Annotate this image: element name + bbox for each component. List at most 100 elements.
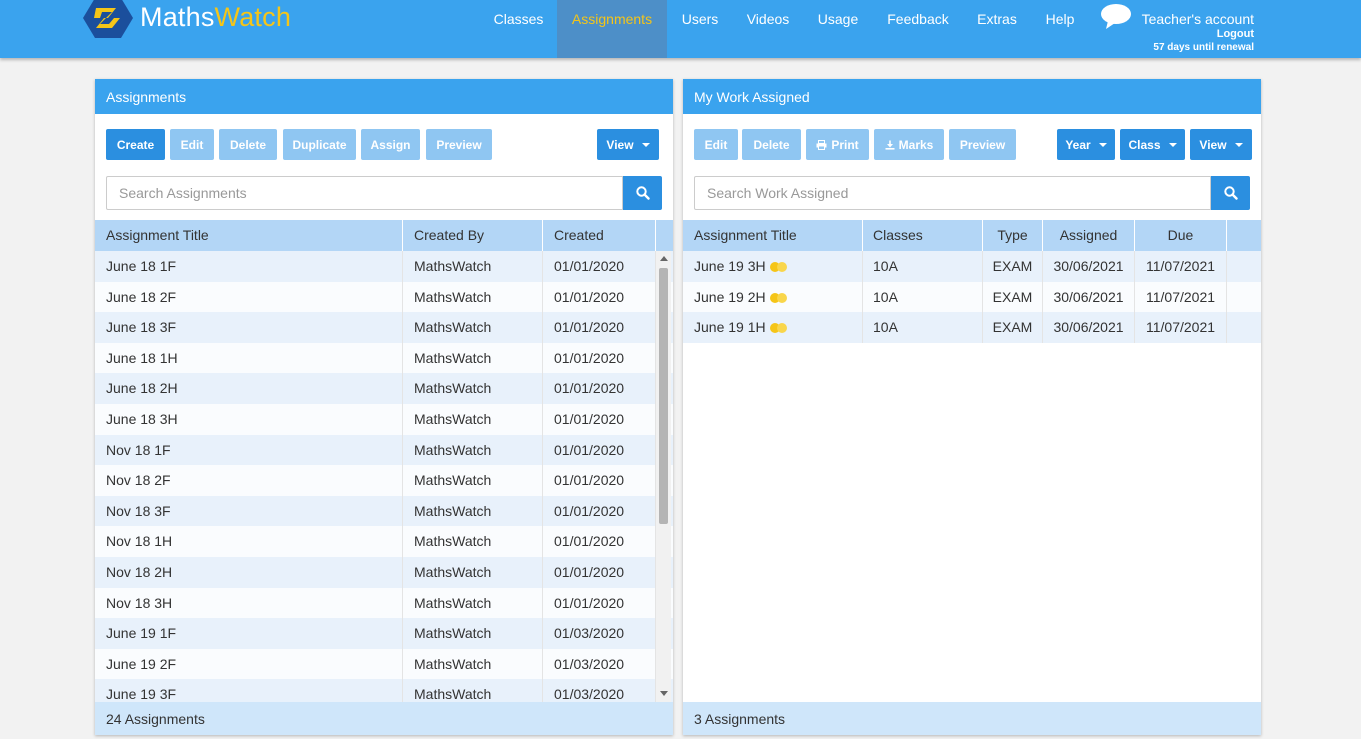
table-cell: 11/07/2021 <box>1135 312 1227 343</box>
table-row[interactable]: Nov 18 3F MathsWatch 01/01/2020 <box>95 495 673 527</box>
search-button[interactable] <box>1211 176 1250 210</box>
column-header[interactable]: Due <box>1135 220 1227 251</box>
print-label: Print <box>831 137 859 152</box>
nav-assignments[interactable]: Assignments <box>557 0 667 58</box>
table-row[interactable]: June 18 1F MathsWatch 01/01/2020 <box>95 251 673 282</box>
table-cell: 30/06/2021 <box>1043 251 1135 282</box>
view-label: View <box>606 137 634 152</box>
nav-classes[interactable]: Classes <box>493 11 544 27</box>
nav-extras[interactable]: Extras <box>977 11 1017 27</box>
mathswatch-logo-icon <box>83 0 133 38</box>
account-name[interactable]: Teacher's account <box>1141 11 1254 27</box>
assign-button[interactable]: Assign <box>361 129 420 160</box>
table-row[interactable]: June 18 2H MathsWatch 01/01/2020 <box>95 373 673 404</box>
table-cell: MathsWatch <box>403 526 543 557</box>
table-row[interactable]: June 18 2F MathsWatch 01/01/2020 <box>95 281 673 313</box>
table-row[interactable]: June 18 3H MathsWatch 01/01/2020 <box>95 403 673 435</box>
column-header[interactable]: Classes <box>863 220 983 251</box>
table-cell: 01/01/2020 <box>543 526 656 557</box>
table-cell: June 18 2H <box>95 373 403 404</box>
table-row[interactable]: June 18 3F MathsWatch 01/01/2020 <box>95 312 673 343</box>
table-row[interactable]: June 19 1F MathsWatch 01/03/2020 <box>95 618 673 649</box>
table-cell: Nov 18 3H <box>95 587 403 619</box>
nav-videos[interactable]: Videos <box>746 11 790 27</box>
table-cell: June 19 3H <box>683 251 863 282</box>
download-icon <box>885 140 895 150</box>
marks-button[interactable]: Marks <box>874 129 944 160</box>
table-cell: MathsWatch <box>403 648 543 680</box>
table-cell: 10A <box>863 281 983 313</box>
table-row[interactable]: June 18 1H MathsWatch 01/01/2020 <box>95 342 673 374</box>
view-dropdown[interactable]: View <box>597 129 659 160</box>
delete-button[interactable]: Delete <box>219 129 277 160</box>
print-button[interactable]: Print <box>806 129 869 160</box>
table-row[interactable]: Nov 18 1F MathsWatch 01/01/2020 <box>95 434 673 466</box>
brand-logo[interactable]: MathsWatch <box>82 0 291 40</box>
column-header[interactable]: Created By <box>403 220 543 251</box>
assignments-table-body: June 18 1F MathsWatch 01/01/2020 June 18 2F… <box>95 251 673 702</box>
delete-button[interactable]: Delete <box>742 129 801 160</box>
scroll-down-icon[interactable] <box>660 691 668 696</box>
scrollbar-thumb[interactable] <box>659 268 668 524</box>
table-cell: MathsWatch <box>403 312 543 343</box>
column-header[interactable]: Assigned <box>1043 220 1135 251</box>
table-row[interactable]: Nov 18 1H MathsWatch 01/01/2020 <box>95 526 673 557</box>
table-row[interactable]: June 19 3H 10A EXAM 30/06/2021 11/07/2021 <box>683 251 1261 282</box>
class-dropdown[interactable]: Class <box>1120 129 1185 160</box>
logout-link[interactable]: Logout <box>1216 28 1254 40</box>
table-cell: MathsWatch <box>403 465 543 496</box>
panel-title: Assignments <box>95 79 673 114</box>
column-header[interactable]: Created <box>543 220 656 251</box>
scroll-up-icon[interactable] <box>660 256 668 261</box>
table-row[interactable]: June 19 2H 10A EXAM 30/06/2021 11/07/2021 <box>683 281 1261 313</box>
status-dot-icon <box>769 262 780 272</box>
table-cell: 01/03/2020 <box>543 618 656 649</box>
top-navbar: MathsWatch Classes Assignments Users Vid… <box>0 0 1361 58</box>
table-cell: 11/07/2021 <box>1135 251 1227 282</box>
nav-help[interactable]: Help <box>1045 11 1075 27</box>
view-dropdown[interactable]: View <box>1190 129 1252 160</box>
table-cell: 01/03/2020 <box>543 648 656 680</box>
column-header[interactable]: Assignment Title <box>683 220 863 251</box>
search-button[interactable] <box>623 176 662 210</box>
search-work-input[interactable]: Search Work Assigned <box>694 176 1211 210</box>
year-dropdown[interactable]: Year <box>1057 129 1115 160</box>
nav-users[interactable]: Users <box>681 11 719 27</box>
caret-down-icon <box>641 142 650 147</box>
table-cell: June 19 2H <box>683 281 863 313</box>
table-row[interactable]: Nov 18 2H MathsWatch 01/01/2020 <box>95 556 673 588</box>
table-cell: 01/01/2020 <box>543 495 656 527</box>
caret-down-icon <box>1098 142 1107 147</box>
year-label: Year <box>1065 137 1091 152</box>
column-header[interactable]: Assignment Title <box>95 220 403 251</box>
preview-button[interactable]: Preview <box>949 129 1016 160</box>
work-assigned-table-body: June 19 3H 10A EXAM 30/06/2021 11/07/2021 Jun… <box>683 251 1261 371</box>
work-assigned-panel: My Work Assigned Edit Delete Print Marks… <box>683 79 1261 735</box>
table-row[interactable]: Nov 18 2F MathsWatch 01/01/2020 <box>95 465 673 496</box>
table-cell: Nov 18 1H <box>95 526 403 557</box>
search-icon <box>635 186 650 200</box>
create-button[interactable]: Create <box>106 129 165 160</box>
column-header[interactable]: Type <box>983 220 1043 251</box>
table-row[interactable]: June 19 2F MathsWatch 01/03/2020 <box>95 648 673 680</box>
table-cell: Nov 18 2F <box>95 465 403 496</box>
table-cell: June 18 3F <box>95 312 403 343</box>
duplicate-button[interactable]: Duplicate <box>283 129 356 160</box>
speech-bubble-icon[interactable] <box>1100 3 1132 29</box>
table-row[interactable]: June 19 1H 10A EXAM 30/06/2021 11/07/2021 <box>683 312 1261 343</box>
edit-button[interactable]: Edit <box>170 129 214 160</box>
account-menu[interactable]: Teacher's account Logout 57 days until r… <box>1142 4 1254 53</box>
preview-button[interactable]: Preview <box>426 129 492 160</box>
search-icon <box>1223 186 1238 200</box>
edit-button[interactable]: Edit <box>694 129 738 160</box>
scrollbar[interactable] <box>656 251 671 702</box>
table-row[interactable]: Nov 18 3H MathsWatch 01/01/2020 <box>95 587 673 619</box>
table-cell: 01/01/2020 <box>543 312 656 343</box>
table-cell: June 19 1H <box>683 312 863 343</box>
table-cell: 10A <box>863 251 983 282</box>
search-assignments-input[interactable]: Search Assignments <box>106 176 623 210</box>
nav-usage[interactable]: Usage <box>817 11 859 27</box>
nav-feedback[interactable]: Feedback <box>887 11 949 27</box>
table-row[interactable]: June 19 3F MathsWatch 01/03/2020 <box>95 679 673 702</box>
table-cell: 01/01/2020 <box>543 403 656 435</box>
